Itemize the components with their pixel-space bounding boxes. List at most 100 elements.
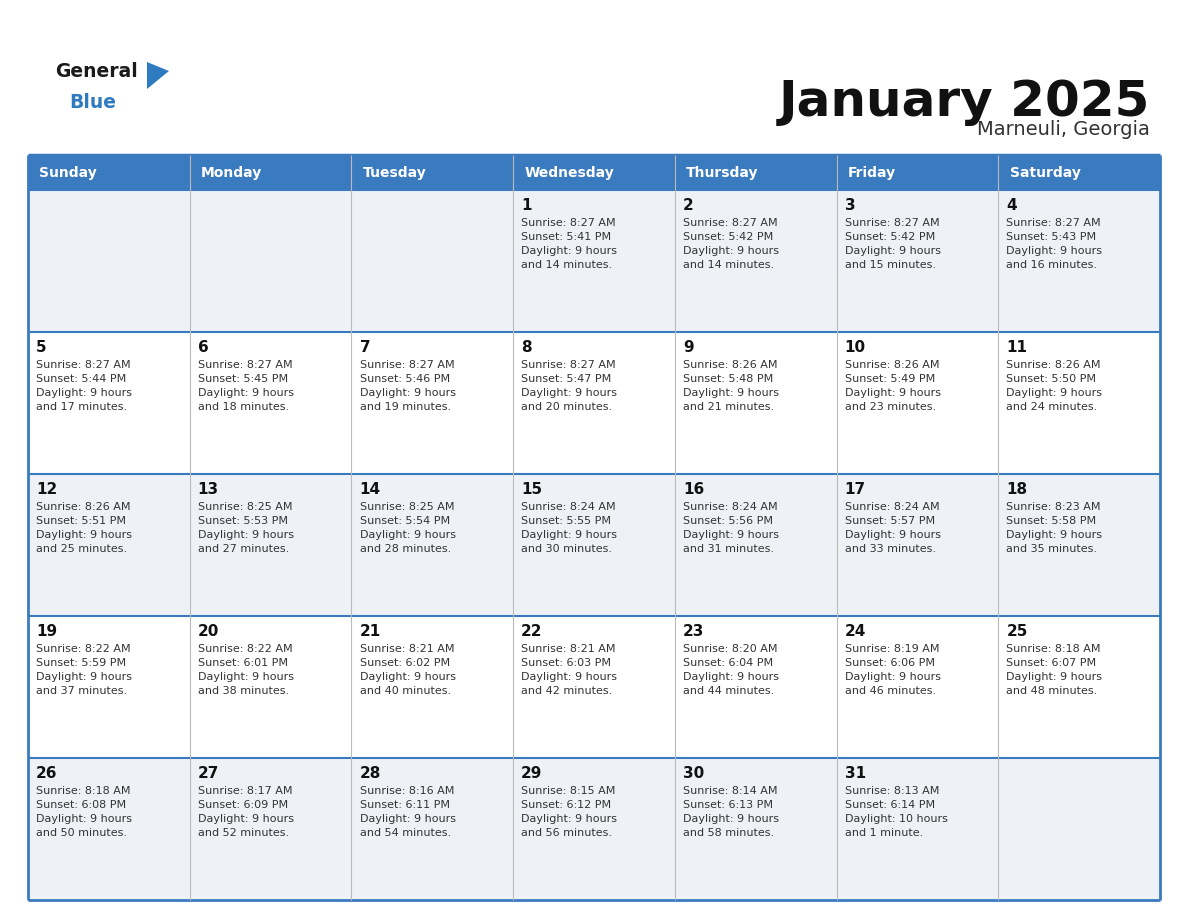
Text: Sunrise: 8:16 AM
Sunset: 6:11 PM
Daylight: 9 hours
and 54 minutes.: Sunrise: 8:16 AM Sunset: 6:11 PM Dayligh…	[360, 786, 455, 838]
Text: 21: 21	[360, 624, 381, 639]
Bar	[29, 616, 190, 758]
Bar	[513, 155, 675, 190]
Text: 4: 4	[1006, 198, 1017, 213]
Text: 30: 30	[683, 766, 704, 781]
Bar	[836, 758, 998, 900]
Text: Sunrise: 8:19 AM
Sunset: 6:06 PM
Daylight: 9 hours
and 46 minutes.: Sunrise: 8:19 AM Sunset: 6:06 PM Dayligh…	[845, 644, 941, 696]
Text: 12: 12	[36, 482, 57, 497]
Bar	[352, 474, 513, 616]
Text: General: General	[55, 62, 138, 81]
Bar	[190, 155, 352, 190]
Text: 29: 29	[522, 766, 543, 781]
Text: 31: 31	[845, 766, 866, 781]
Bar	[190, 758, 352, 900]
Text: Sunrise: 8:27 AM
Sunset: 5:41 PM
Daylight: 9 hours
and 14 minutes.: Sunrise: 8:27 AM Sunset: 5:41 PM Dayligh…	[522, 218, 618, 270]
Text: Sunrise: 8:27 AM
Sunset: 5:42 PM
Daylight: 9 hours
and 15 minutes.: Sunrise: 8:27 AM Sunset: 5:42 PM Dayligh…	[845, 218, 941, 270]
Text: Blue: Blue	[69, 93, 116, 112]
Bar	[998, 758, 1159, 900]
Text: Sunrise: 8:25 AM
Sunset: 5:54 PM
Daylight: 9 hours
and 28 minutes.: Sunrise: 8:25 AM Sunset: 5:54 PM Dayligh…	[360, 502, 455, 554]
Text: January 2025: January 2025	[778, 78, 1150, 126]
Text: Sunrise: 8:17 AM
Sunset: 6:09 PM
Daylight: 9 hours
and 52 minutes.: Sunrise: 8:17 AM Sunset: 6:09 PM Dayligh…	[197, 786, 293, 838]
Text: 27: 27	[197, 766, 219, 781]
Text: 14: 14	[360, 482, 380, 497]
Text: Sunrise: 8:24 AM
Sunset: 5:57 PM
Daylight: 9 hours
and 33 minutes.: Sunrise: 8:24 AM Sunset: 5:57 PM Dayligh…	[845, 502, 941, 554]
Text: Sunrise: 8:27 AM
Sunset: 5:45 PM
Daylight: 9 hours
and 18 minutes.: Sunrise: 8:27 AM Sunset: 5:45 PM Dayligh…	[197, 360, 293, 412]
Text: 11: 11	[1006, 340, 1028, 355]
Text: 25: 25	[1006, 624, 1028, 639]
Text: Sunrise: 8:21 AM
Sunset: 6:02 PM
Daylight: 9 hours
and 40 minutes.: Sunrise: 8:21 AM Sunset: 6:02 PM Dayligh…	[360, 644, 455, 696]
Bar	[29, 332, 190, 474]
Text: 13: 13	[197, 482, 219, 497]
Bar	[190, 474, 352, 616]
Bar	[513, 758, 675, 900]
Bar	[998, 190, 1159, 332]
Bar	[513, 190, 675, 332]
Text: Saturday: Saturday	[1010, 165, 1080, 180]
Text: 1: 1	[522, 198, 532, 213]
Text: Sunday: Sunday	[39, 165, 97, 180]
Bar	[675, 190, 836, 332]
Text: Sunrise: 8:21 AM
Sunset: 6:03 PM
Daylight: 9 hours
and 42 minutes.: Sunrise: 8:21 AM Sunset: 6:03 PM Dayligh…	[522, 644, 618, 696]
Text: 24: 24	[845, 624, 866, 639]
Text: Sunrise: 8:27 AM
Sunset: 5:47 PM
Daylight: 9 hours
and 20 minutes.: Sunrise: 8:27 AM Sunset: 5:47 PM Dayligh…	[522, 360, 618, 412]
Bar	[352, 332, 513, 474]
Bar	[836, 155, 998, 190]
Text: 19: 19	[36, 624, 57, 639]
Text: Sunrise: 8:27 AM
Sunset: 5:46 PM
Daylight: 9 hours
and 19 minutes.: Sunrise: 8:27 AM Sunset: 5:46 PM Dayligh…	[360, 360, 455, 412]
Text: Thursday: Thursday	[687, 165, 759, 180]
Bar	[998, 332, 1159, 474]
Text: 26: 26	[36, 766, 57, 781]
Text: 18: 18	[1006, 482, 1028, 497]
Text: 10: 10	[845, 340, 866, 355]
Bar	[675, 474, 836, 616]
Text: Wednesday: Wednesday	[524, 165, 614, 180]
Text: 16: 16	[683, 482, 704, 497]
Bar	[998, 155, 1159, 190]
Text: 7: 7	[360, 340, 371, 355]
Text: Sunrise: 8:13 AM
Sunset: 6:14 PM
Daylight: 10 hours
and 1 minute.: Sunrise: 8:13 AM Sunset: 6:14 PM Dayligh…	[845, 786, 948, 838]
Bar	[352, 155, 513, 190]
Text: Sunrise: 8:24 AM
Sunset: 5:56 PM
Daylight: 9 hours
and 31 minutes.: Sunrise: 8:24 AM Sunset: 5:56 PM Dayligh…	[683, 502, 779, 554]
Bar	[675, 155, 836, 190]
Text: Sunrise: 8:24 AM
Sunset: 5:55 PM
Daylight: 9 hours
and 30 minutes.: Sunrise: 8:24 AM Sunset: 5:55 PM Dayligh…	[522, 502, 618, 554]
Text: Marneuli, Georgia: Marneuli, Georgia	[977, 120, 1150, 139]
Bar	[836, 190, 998, 332]
Text: Sunrise: 8:22 AM
Sunset: 6:01 PM
Daylight: 9 hours
and 38 minutes.: Sunrise: 8:22 AM Sunset: 6:01 PM Dayligh…	[197, 644, 293, 696]
Text: Sunrise: 8:14 AM
Sunset: 6:13 PM
Daylight: 9 hours
and 58 minutes.: Sunrise: 8:14 AM Sunset: 6:13 PM Dayligh…	[683, 786, 779, 838]
Bar	[352, 190, 513, 332]
Text: Sunrise: 8:23 AM
Sunset: 5:58 PM
Daylight: 9 hours
and 35 minutes.: Sunrise: 8:23 AM Sunset: 5:58 PM Dayligh…	[1006, 502, 1102, 554]
Text: Sunrise: 8:25 AM
Sunset: 5:53 PM
Daylight: 9 hours
and 27 minutes.: Sunrise: 8:25 AM Sunset: 5:53 PM Dayligh…	[197, 502, 293, 554]
Text: Sunrise: 8:20 AM
Sunset: 6:04 PM
Daylight: 9 hours
and 44 minutes.: Sunrise: 8:20 AM Sunset: 6:04 PM Dayligh…	[683, 644, 779, 696]
Text: 5: 5	[36, 340, 46, 355]
Text: 20: 20	[197, 624, 219, 639]
Text: Sunrise: 8:22 AM
Sunset: 5:59 PM
Daylight: 9 hours
and 37 minutes.: Sunrise: 8:22 AM Sunset: 5:59 PM Dayligh…	[36, 644, 132, 696]
Text: Sunrise: 8:18 AM
Sunset: 6:08 PM
Daylight: 9 hours
and 50 minutes.: Sunrise: 8:18 AM Sunset: 6:08 PM Dayligh…	[36, 786, 132, 838]
Text: Sunrise: 8:26 AM
Sunset: 5:50 PM
Daylight: 9 hours
and 24 minutes.: Sunrise: 8:26 AM Sunset: 5:50 PM Dayligh…	[1006, 360, 1102, 412]
Bar	[836, 616, 998, 758]
Bar	[836, 474, 998, 616]
Polygon shape	[147, 62, 169, 89]
Text: 2: 2	[683, 198, 694, 213]
Bar	[352, 758, 513, 900]
Text: 17: 17	[845, 482, 866, 497]
Bar	[998, 474, 1159, 616]
Text: Sunrise: 8:26 AM
Sunset: 5:49 PM
Daylight: 9 hours
and 23 minutes.: Sunrise: 8:26 AM Sunset: 5:49 PM Dayligh…	[845, 360, 941, 412]
Bar	[190, 616, 352, 758]
Text: Sunrise: 8:27 AM
Sunset: 5:44 PM
Daylight: 9 hours
and 17 minutes.: Sunrise: 8:27 AM Sunset: 5:44 PM Dayligh…	[36, 360, 132, 412]
Bar	[29, 155, 190, 190]
Bar	[190, 332, 352, 474]
Bar	[352, 616, 513, 758]
Text: 23: 23	[683, 624, 704, 639]
Text: Sunrise: 8:26 AM
Sunset: 5:51 PM
Daylight: 9 hours
and 25 minutes.: Sunrise: 8:26 AM Sunset: 5:51 PM Dayligh…	[36, 502, 132, 554]
Text: 9: 9	[683, 340, 694, 355]
Bar	[513, 474, 675, 616]
Text: 3: 3	[845, 198, 855, 213]
Text: Tuesday: Tuesday	[362, 165, 426, 180]
Text: 22: 22	[522, 624, 543, 639]
Bar	[836, 332, 998, 474]
Bar	[513, 616, 675, 758]
Bar	[29, 474, 190, 616]
Text: 6: 6	[197, 340, 209, 355]
Text: 15: 15	[522, 482, 543, 497]
Bar	[998, 616, 1159, 758]
